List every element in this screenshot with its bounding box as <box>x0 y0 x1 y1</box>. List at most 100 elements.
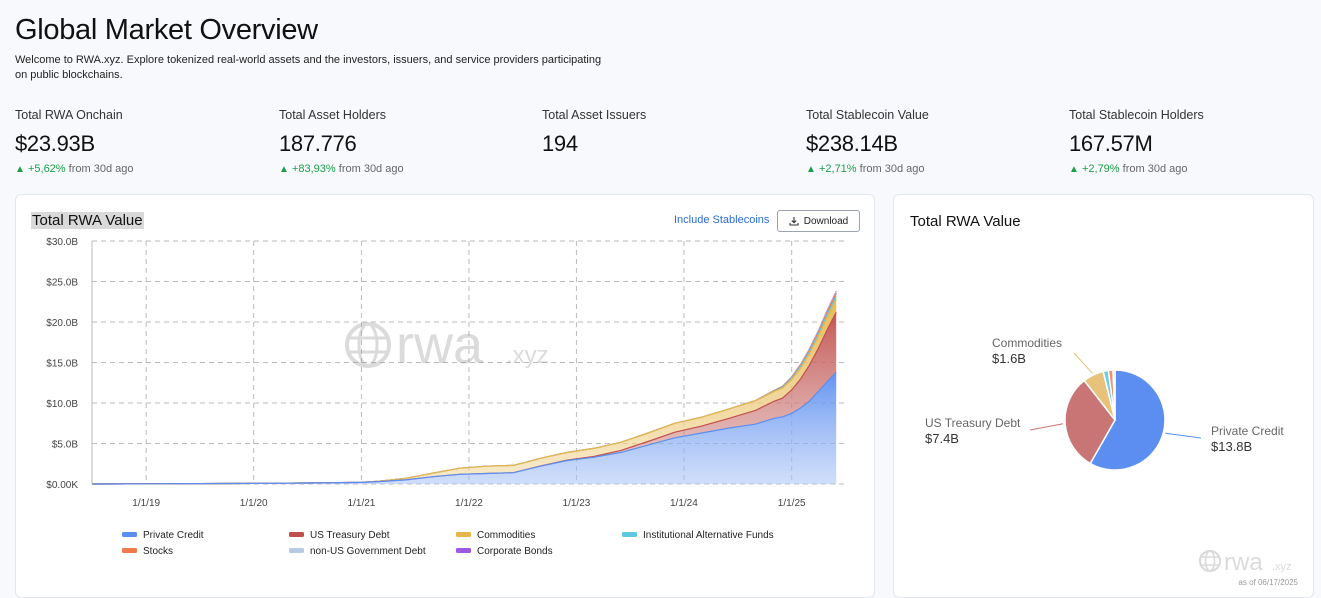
pie-value: $13.8B <box>1211 439 1252 454</box>
legend-swatch <box>122 532 137 537</box>
legend-label: Private Credit <box>143 530 204 541</box>
y-tick-label: $5.0B <box>52 440 78 451</box>
y-tick-label: $10.0B <box>46 399 78 410</box>
watermark-subtext: .xyz <box>1272 561 1292 573</box>
y-tick-label: $25.0B <box>46 278 78 289</box>
rwa-watermark-logo: rwa .xyz <box>1198 549 1292 576</box>
legend-label: Corporate Bonds <box>477 546 553 557</box>
legend-item[interactable]: Institutional Alternative Funds <box>622 530 774 541</box>
stat-stablecoin-value: Total Stablecoin Value $238.14B ▲ +2,71%… <box>806 108 1056 175</box>
pie-label: US Treasury Debt <box>925 416 1021 430</box>
pie-chart: rwa .xyz as of 06/17/2025 Private Credit… <box>925 336 1299 587</box>
up-arrow-icon: ▲ <box>1069 164 1079 175</box>
y-tick-label: $0.00K <box>46 480 78 491</box>
y-tick-label: $15.0B <box>46 359 78 370</box>
y-tick-label: $30.0B <box>46 237 78 248</box>
pie-leader-line <box>1073 352 1093 374</box>
rwa-value-area-card: Total RWA Value Include Stablecoins Down… <box>15 194 875 598</box>
pie-slice[interactable] <box>1112 369 1116 421</box>
chart-title: Total RWA Value <box>31 212 144 229</box>
stat-change: ▲ +83,93% from 30d ago <box>279 163 529 175</box>
legend-swatch <box>122 548 137 553</box>
chart-title: Total RWA Value <box>910 213 1021 230</box>
pie-leader-line <box>1165 432 1202 439</box>
legend-swatch <box>622 532 637 537</box>
x-tick-label: 1/1/19 <box>132 498 160 509</box>
legend-item[interactable]: US Treasury Debt <box>289 530 390 541</box>
legend-label: Stocks <box>143 546 173 557</box>
pie-label: Commodities <box>992 336 1062 350</box>
intro-text: Welcome to RWA.xyz. Explore tokenized re… <box>15 54 602 81</box>
up-arrow-icon: ▲ <box>15 164 25 175</box>
pie-slice[interactable] <box>1089 369 1166 471</box>
stat-change-suffix: from 30d ago <box>859 163 925 175</box>
stat-change-suffix: from 30d ago <box>1122 163 1188 175</box>
stat-change-pct: +83,93% <box>291 163 336 175</box>
stat-label: Total Stablecoin Holders <box>1069 108 1204 122</box>
stat-value: 187.776 <box>279 131 357 156</box>
legend-label: Institutional Alternative Funds <box>643 530 774 541</box>
legend-item[interactable]: non-US Government Debt <box>289 546 426 557</box>
legend-item[interactable]: Commodities <box>456 530 535 541</box>
rwa-value-pie-card: Total RWA Value rwa .xyz as of 06/17/202… <box>893 194 1314 598</box>
stat-label: Total Asset Holders <box>279 108 386 122</box>
download-button[interactable]: Download <box>777 210 860 232</box>
watermark-text: rwa <box>1224 549 1263 576</box>
stat-change-pct: +5,62% <box>27 163 66 175</box>
area-series <box>91 290 837 485</box>
legend-label: US Treasury Debt <box>310 530 390 541</box>
x-tick-label: 1/1/21 <box>348 498 376 509</box>
legend-swatch <box>456 548 471 553</box>
x-tick-label: 1/1/23 <box>563 498 591 509</box>
pie-value: $1.6B <box>992 351 1026 366</box>
legend-label: non-US Government Debt <box>310 546 426 557</box>
stat-label: Total RWA Onchain <box>15 108 123 122</box>
area-private-credit[interactable] <box>92 372 837 484</box>
stat-stablecoin-holders: Total Stablecoin Holders 167.57M ▲ +2,79… <box>1069 108 1319 175</box>
x-tick-label: 1/1/20 <box>240 498 268 509</box>
stat-change: ▲ +2,71% from 30d ago <box>806 163 1056 175</box>
stat-value: 194 <box>542 131 578 156</box>
up-arrow-icon: ▲ <box>806 164 816 175</box>
stat-label: Total Asset Issuers <box>542 108 647 122</box>
page-title: Global Market Overview <box>15 14 318 46</box>
line-private-credit <box>91 371 837 485</box>
pie-slices <box>1064 369 1166 471</box>
stat-asset-issuers: Total Asset Issuers 194 <box>542 108 792 157</box>
pie-label: Private Credit <box>1211 424 1284 438</box>
y-tick-label: $20.0B <box>46 318 78 329</box>
stat-change: ▲ +5,62% from 30d ago <box>15 163 265 175</box>
stat-change: ▲ +2,79% from 30d ago <box>1069 163 1319 175</box>
pie-value: $7.4B <box>925 431 959 446</box>
stat-change-pct: +2,79% <box>1081 163 1120 175</box>
as-of-date: as of 06/17/2025 <box>1238 578 1298 587</box>
stat-label: Total Stablecoin Value <box>806 108 929 122</box>
download-icon <box>789 217 799 226</box>
watermark-subtext: .xyz <box>506 342 549 369</box>
rwa-watermark-logo: rwa .xyz <box>345 315 549 375</box>
download-label: Download <box>803 215 849 227</box>
stat-total-rwa: Total RWA Onchain $23.93B ▲ +5,62% from … <box>15 108 265 175</box>
stat-value: $238.14B <box>806 131 898 156</box>
area-chart: rwa .xyz $0.00K $5.0B $10.0B $15.0B $20.0B $2… <box>46 237 845 557</box>
legend-item[interactable]: Stocks <box>122 546 173 557</box>
stat-change-suffix: from 30d ago <box>68 163 134 175</box>
area-commodities[interactable] <box>92 299 837 484</box>
watermark-text: rwa <box>396 315 484 375</box>
legend-swatch <box>289 532 304 537</box>
stat-change-pct: +2,71% <box>818 163 857 175</box>
stat-value: $23.93B <box>15 131 95 156</box>
x-tick-label: 1/1/22 <box>455 498 483 509</box>
legend-item[interactable]: Private Credit <box>122 530 204 541</box>
x-tick-label: 1/1/25 <box>778 498 806 509</box>
pie-leader-line <box>1029 423 1064 431</box>
stat-value: 167.57M <box>1069 131 1153 156</box>
stat-asset-holders: Total Asset Holders 187.776 ▲ +83,93% fr… <box>279 108 529 175</box>
pie-slice[interactable] <box>1064 379 1116 465</box>
legend-swatch <box>456 532 471 537</box>
stat-change-suffix: from 30d ago <box>338 163 404 175</box>
legend-item[interactable]: Corporate Bonds <box>456 546 553 557</box>
up-arrow-icon: ▲ <box>279 164 289 175</box>
legend-swatch <box>289 548 304 553</box>
include-stablecoins-link[interactable]: Include Stablecoins <box>674 214 770 226</box>
